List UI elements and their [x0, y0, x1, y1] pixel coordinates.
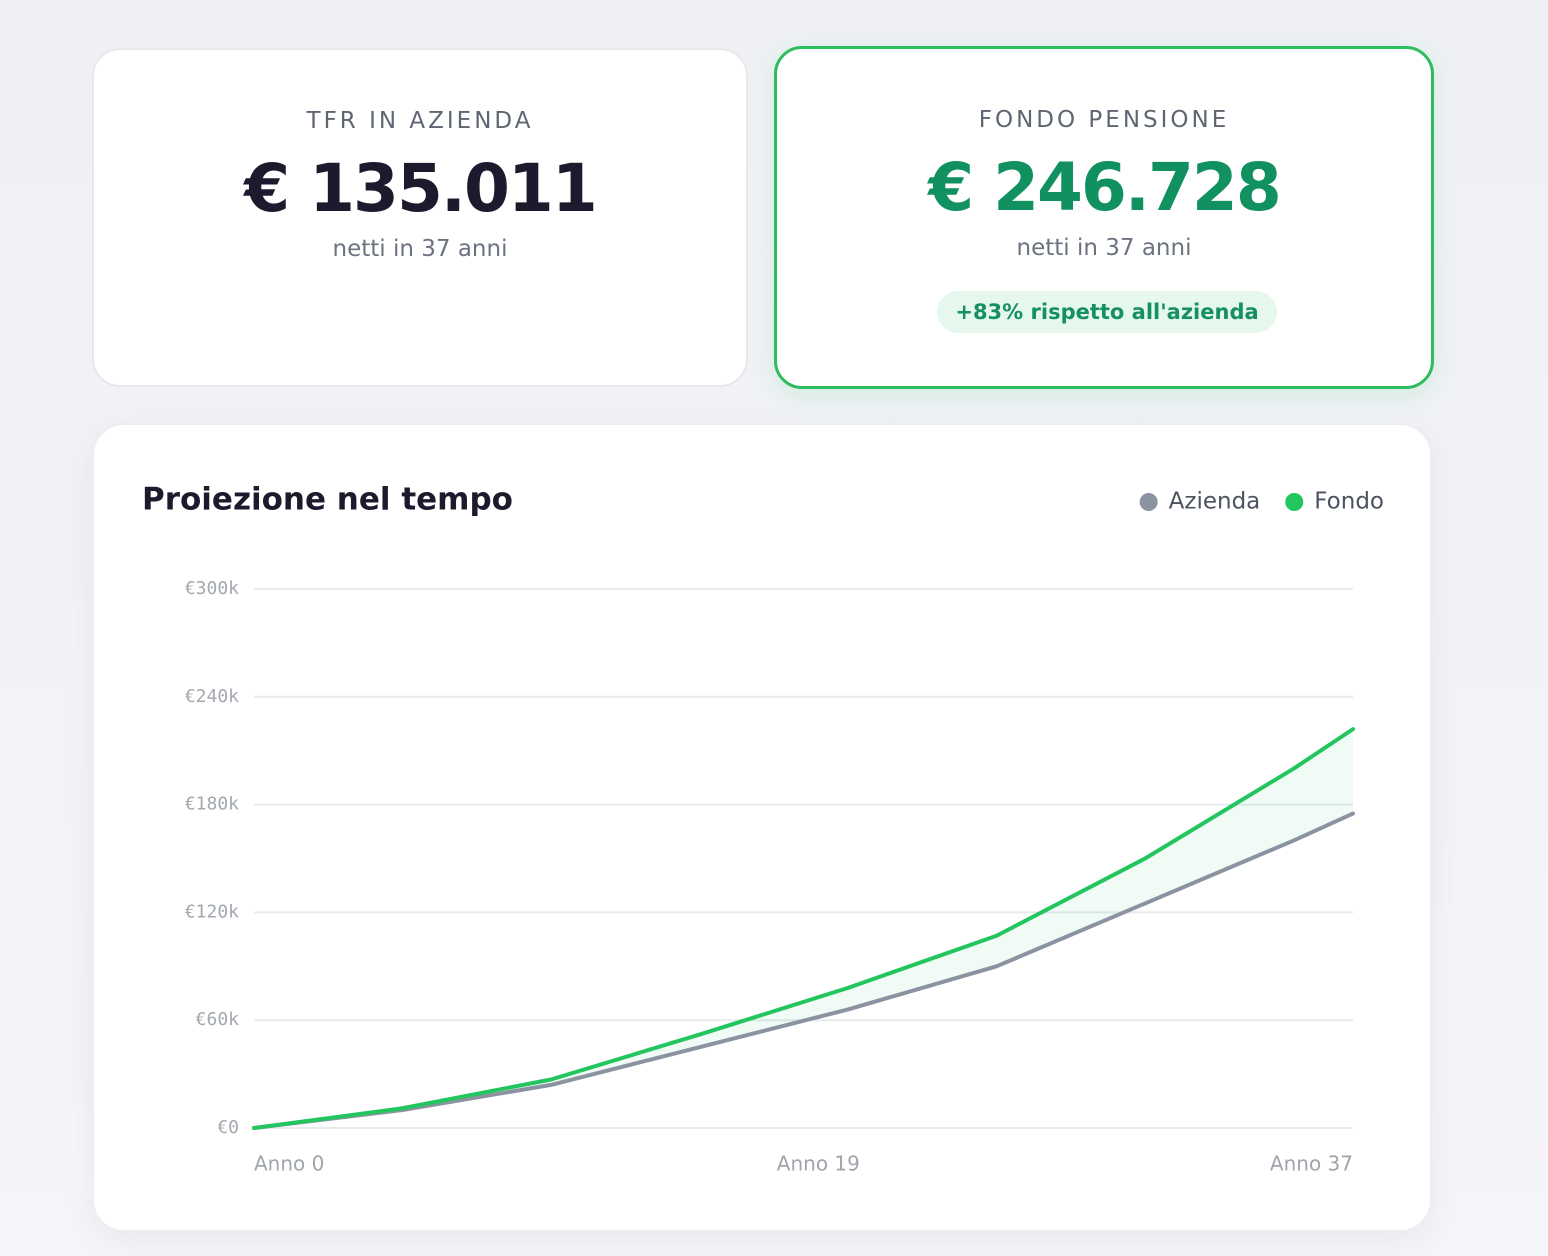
- chart: Proiezione nel tempo €0 €60k €120k €180k €24…: [142, 482, 1384, 1176]
- legend-dot: [1285, 493, 1304, 511]
- y-tick-label: €120k: [185, 901, 239, 922]
- card-note: netti in 37 anni: [1016, 235, 1192, 261]
- y-tick-label: €300k: [185, 578, 239, 599]
- legend-label: Fondo: [1314, 489, 1384, 515]
- chart-card: Proiezione nel tempo €0 €60k €120k €180k €24…: [92, 423, 1432, 1232]
- card-amount: € 246.728: [928, 149, 1282, 226]
- x-tick-label: Anno 37: [1270, 1152, 1353, 1176]
- tfr-card: TFR IN AZIENDA € 135.011 netti in 37 ann…: [92, 48, 748, 387]
- y-tick-label: €240k: [185, 686, 239, 707]
- chart-title: Proiezione nel tempo: [142, 482, 513, 518]
- legend-dot: [1139, 493, 1158, 511]
- x-tick-label: Anno 19: [777, 1152, 860, 1176]
- card-note: netti in 37 anni: [332, 236, 508, 262]
- x-tick-label: Anno 0: [254, 1152, 324, 1176]
- series-line: [252, 811, 1355, 1130]
- badge: +83% rispetto all'azienda: [937, 291, 1277, 333]
- gap-area: [254, 729, 1353, 1128]
- series-line: [252, 727, 1355, 1130]
- fondo-card: FONDO PENSIONE € 246.728 netti in 37 ann…: [774, 46, 1434, 389]
- card-label: TFR IN AZIENDA: [306, 108, 534, 134]
- card-label: FONDO PENSIONE: [978, 107, 1230, 133]
- card-amount: € 135.011: [244, 150, 598, 227]
- y-tick-label: €0: [217, 1117, 239, 1138]
- legend-label: Azienda: [1169, 489, 1261, 515]
- y-tick-label: €60k: [196, 1009, 240, 1030]
- y-tick-label: €180k: [185, 794, 239, 815]
